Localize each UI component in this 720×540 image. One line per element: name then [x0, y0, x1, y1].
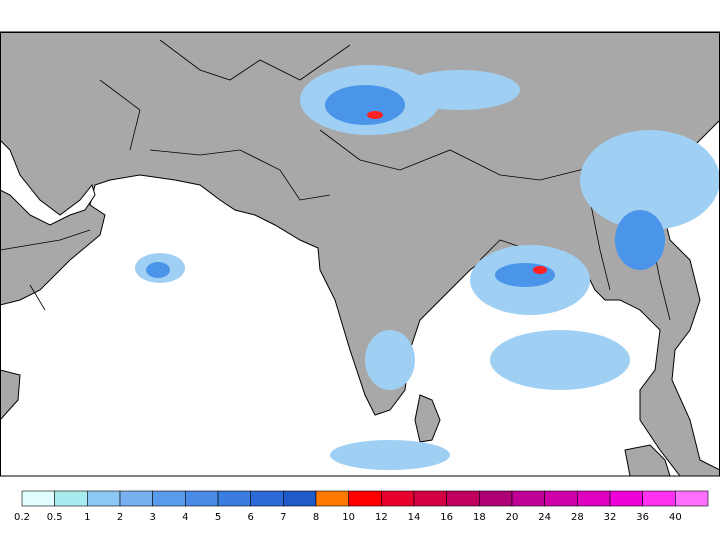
colorbar-box — [217, 490, 251, 507]
rain-area — [400, 70, 520, 110]
colorbar-box — [87, 490, 121, 507]
colorbar-box — [609, 490, 643, 507]
colorbar-label: 6 — [247, 512, 253, 523]
colorbar-box — [479, 490, 513, 507]
colorbar-box — [152, 490, 186, 507]
colorbar-label: 3 — [149, 512, 155, 523]
colorbar-box — [185, 490, 219, 507]
colorbar-label: 20 — [506, 512, 519, 523]
colorbar-label: 0.5 — [47, 512, 63, 523]
rain-area — [533, 266, 547, 274]
colorbar-box — [315, 490, 349, 507]
colorbar-label: 14 — [408, 512, 421, 523]
colorbar-box — [381, 490, 415, 507]
colorbar-label: 2 — [117, 512, 123, 523]
colorbar-label: 1 — [84, 512, 90, 523]
colorbar-label: 18 — [473, 512, 486, 523]
colorbar-box — [544, 490, 578, 507]
colorbar: 0.2 0.5 1 2 3 4 5 6 7 8 10 12 14 16 18 20 24 28 32 36 40 — [14, 490, 709, 523]
colorbar-label: 7 — [280, 512, 286, 523]
colorbar-label: 36 — [636, 512, 649, 523]
sri-lanka — [414, 394, 441, 443]
rain-area — [580, 130, 720, 230]
colorbar-box — [446, 490, 480, 507]
colorbar-label: 12 — [375, 512, 388, 523]
colorbar-label: 5 — [215, 512, 221, 523]
rain-area — [615, 210, 665, 270]
africa-horn — [0, 369, 21, 421]
colorbar-box — [54, 490, 88, 507]
colorbar-box — [511, 490, 545, 507]
colorbar-label: 24 — [538, 512, 551, 523]
colorbar-box — [250, 490, 284, 507]
rain-area — [325, 85, 405, 125]
sumatra — [624, 444, 671, 477]
colorbar-label: 4 — [182, 512, 188, 523]
colorbar-label: 10 — [342, 512, 355, 523]
colorbar-box — [642, 490, 676, 507]
colorbar-label: 40 — [669, 512, 682, 523]
colorbar-box — [675, 490, 709, 507]
colorbar-label: 0.2 — [14, 512, 30, 523]
colorbar-box — [119, 490, 153, 507]
colorbar-box — [577, 490, 611, 507]
rain — [135, 65, 720, 470]
rain-area — [495, 263, 555, 287]
colorbar-label: 8 — [313, 512, 319, 523]
colorbar-box — [413, 490, 447, 507]
colorbar-box — [21, 490, 55, 507]
rain-area — [365, 330, 415, 390]
colorbar-label: 28 — [571, 512, 584, 523]
colorbar-box — [348, 490, 382, 507]
rain-area — [330, 440, 450, 470]
colorbar-box — [283, 490, 317, 507]
colorbar-label: 32 — [604, 512, 617, 523]
rain-area — [367, 111, 383, 119]
rain-area — [146, 262, 170, 278]
rain-area — [490, 330, 630, 390]
gulf — [0, 139, 96, 226]
colorbar-label: 16 — [440, 512, 453, 523]
